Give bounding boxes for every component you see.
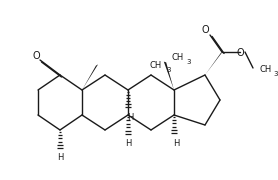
Text: O: O [236,48,244,58]
Text: 3: 3 [186,59,190,65]
Text: 3: 3 [273,71,277,77]
Text: CH: CH [172,53,184,62]
Polygon shape [164,62,174,90]
Text: 3: 3 [166,67,170,73]
Text: O: O [32,51,40,61]
Polygon shape [205,51,223,75]
Text: H: H [127,114,133,123]
Text: H: H [173,140,179,148]
Text: H: H [57,152,63,161]
Text: H: H [125,140,131,148]
Text: O: O [201,25,209,35]
Text: CH: CH [150,62,162,71]
Polygon shape [82,64,98,90]
Text: CH: CH [259,66,271,75]
